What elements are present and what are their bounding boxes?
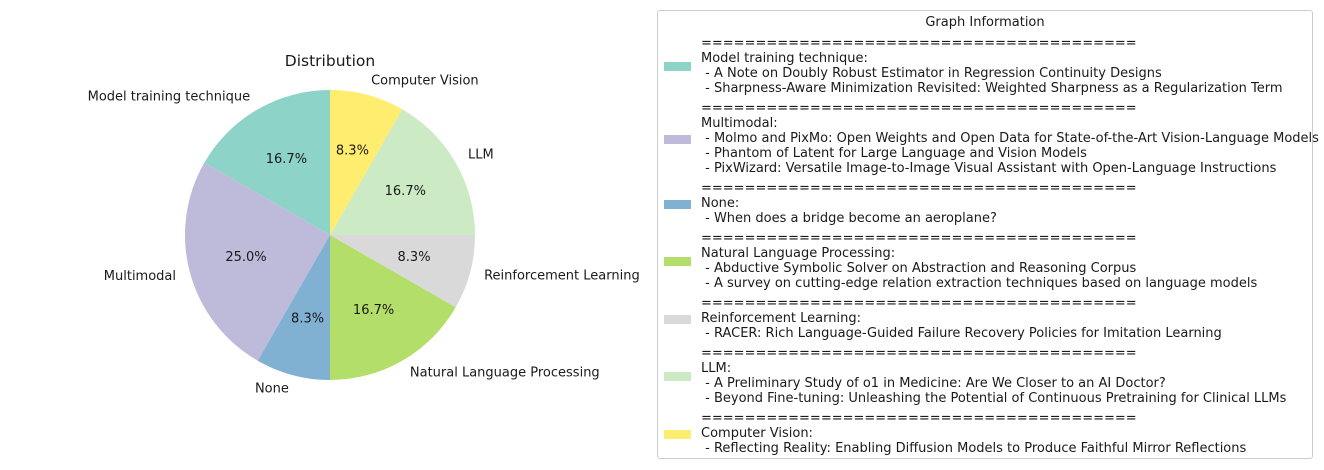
legend-item: - When does a bridge become an aeroplane… [701, 211, 997, 226]
slice-label-reinforcement-learning: Reinforcement Learning [484, 269, 640, 284]
chart-title: Distribution [285, 52, 375, 70]
pct-label-none: 8.3% [291, 312, 324, 327]
legend-text: ========================================… [701, 36, 1283, 96]
legend-swatch [664, 62, 691, 71]
legend-text: ========================================… [701, 411, 1246, 456]
legend-separator: ======================================== [701, 36, 1137, 51]
legend-item: - A Note on Doubly Robust Estimator in R… [701, 66, 1162, 81]
pct-label-natural-language-processing: 16.7% [353, 303, 394, 318]
legend-item: - A survey on cutting-edge relation extr… [701, 276, 1258, 291]
legend-header: LLM: [701, 361, 732, 376]
legend-item: - Molmo and PixMo: Open Weights and Open… [701, 131, 1319, 146]
legend-header: Computer Vision: [701, 426, 813, 441]
pct-label-reinforcement-learning: 8.3% [398, 250, 431, 265]
slice-label-llm: LLM [468, 148, 494, 163]
legend-text: ========================================… [701, 296, 1222, 341]
legend-text: ========================================… [701, 346, 1286, 406]
legend-header: Natural Language Processing: [701, 246, 896, 261]
legend-header: Multimodal: [701, 116, 778, 131]
slice-label-natural-language-processing: Natural Language Processing [410, 366, 600, 381]
slice-label-none: None [255, 382, 289, 397]
legend-item: - RACER: Rich Language-Guided Failure Re… [701, 326, 1222, 341]
legend-swatch [664, 372, 691, 381]
legend-swatch [664, 134, 691, 144]
legend-item: - Phantom of Latent for Large Language a… [701, 146, 1087, 161]
legend-separator: ======================================== [701, 181, 1137, 196]
slice-label-multimodal: Multimodal [104, 269, 176, 284]
pct-label-llm: 16.7% [385, 184, 426, 199]
pie-chart: Distribution 16.7% 25.0% 8.3% 16.7% 8.3% 16.7… [88, 52, 640, 397]
legend-separator: ======================================== [701, 231, 1137, 246]
legend-text: ========================================… [701, 181, 1137, 226]
legend-separator: ======================================== [701, 296, 1137, 311]
legend-swatch [664, 429, 691, 439]
legend-header: Reinforcement Learning: [701, 311, 861, 326]
pct-label-model-training-technique: 16.7% [266, 152, 307, 167]
pie-slice-none [257, 235, 330, 380]
legend-item: - Reflecting Reality: Enabling Diffusion… [701, 441, 1247, 456]
legend-separator: ======================================== [701, 346, 1137, 361]
legend-separator: ======================================== [701, 411, 1137, 426]
legend-text: ========================================… [701, 101, 1319, 176]
legend-title: Graph Information [925, 15, 1045, 30]
pie-slice-llm [330, 109, 475, 235]
legend-item: - Sharpness-Aware Minimization Revisited… [701, 81, 1283, 96]
pct-label-multimodal: 25.0% [225, 250, 266, 265]
legend-item: - Beyond Fine-tuning: Unleashing the Pot… [701, 391, 1287, 406]
legend-item: - A Preliminary Study of o1 in Medicine:… [701, 376, 1166, 391]
legend-swatch [664, 199, 691, 209]
legend-swatch [664, 257, 691, 266]
legend-swatch [664, 314, 691, 324]
pie-slice-multimodal [185, 162, 330, 361]
legend-box: Graph Information ======================… [657, 10, 1319, 459]
pie-slice-model-training-technique [204, 90, 330, 235]
slice-label-model-training-technique: Model training technique [88, 89, 250, 104]
legend-item: - PixWizard: Versatile Image-to-Image Vi… [701, 161, 1277, 176]
legend-header: Model training technique: [701, 51, 868, 66]
legend-header: None: [701, 196, 740, 211]
pie-slice-computer-vision [330, 90, 403, 235]
pie-slice-natural-language-processing [330, 235, 456, 380]
pct-label-computer-vision: 8.3% [336, 143, 369, 158]
legend-text: ========================================… [701, 231, 1257, 291]
slice-label-computer-vision: Computer Vision [371, 73, 479, 88]
pie-slice-reinforcement-learning [330, 235, 475, 308]
legend-item: - Abductive Symbolic Solver on Abstracti… [701, 261, 1137, 276]
legend-separator: ======================================== [701, 101, 1137, 116]
